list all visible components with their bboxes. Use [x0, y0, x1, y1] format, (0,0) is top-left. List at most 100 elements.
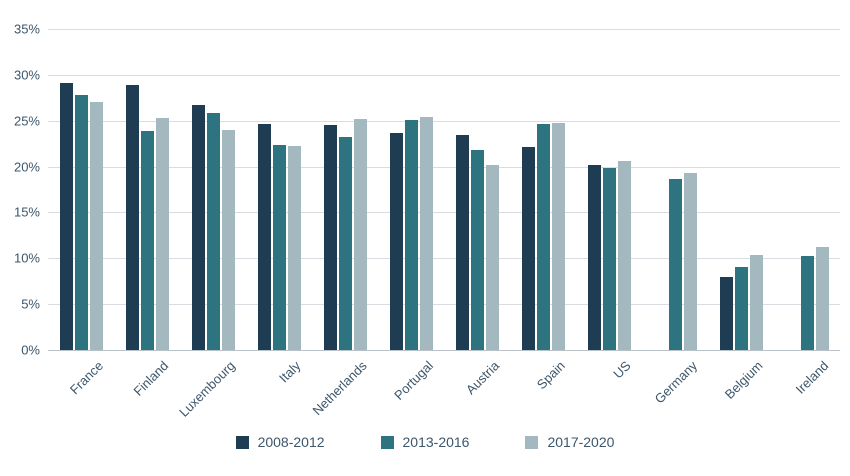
gridline [48, 212, 840, 214]
bar-slot [221, 29, 235, 350]
gridline [48, 74, 840, 76]
bar-slot [617, 29, 631, 350]
bar [338, 137, 352, 350]
bar [734, 267, 748, 350]
bar-slot [338, 29, 352, 350]
gridline [48, 29, 840, 30]
bar [287, 146, 301, 350]
bar-slot [668, 29, 682, 350]
bar [749, 254, 763, 350]
bar [89, 102, 103, 350]
gridline [48, 258, 840, 260]
x-axis-category-label: Netherlands [309, 358, 370, 419]
bar-groups-container: France Finland Luxembourg Italy Netherlands P… [48, 29, 840, 420]
bar-slot [353, 29, 367, 350]
bar-group: Austria [444, 29, 510, 397]
legend-label: 2017-2020 [547, 434, 615, 450]
bar-slot [815, 29, 829, 350]
bar-slot [485, 29, 499, 350]
legend-swatch [235, 435, 249, 449]
bar-slot [323, 29, 337, 350]
bar-slot [719, 29, 733, 350]
bar [683, 173, 697, 350]
bar [125, 84, 139, 350]
bar-slot [389, 29, 403, 350]
y-axis-tick-label: 5% [21, 296, 40, 312]
x-axis-category-label: Luxembourg [175, 358, 238, 420]
legend-label: 2008-2012 [257, 434, 325, 450]
bar-slot [59, 29, 73, 350]
bar-slot [654, 29, 667, 350]
legend-item: 2013-2016 [380, 434, 470, 450]
y-axis-tick-label: 0% [21, 342, 40, 358]
bar-group: Italy [246, 29, 312, 385]
bar [668, 178, 682, 350]
bar-group: Finland [114, 29, 180, 399]
bar-slot [602, 29, 616, 350]
bar [617, 161, 631, 350]
bar [551, 123, 565, 350]
legend-item: 2008-2012 [235, 434, 325, 450]
bar [389, 132, 403, 350]
bar [59, 83, 73, 350]
x-axis-category-label: US [610, 358, 634, 382]
x-axis-category-label: Spain [533, 358, 568, 393]
bar-group: US [576, 29, 642, 381]
x-axis-category-label: Austria [462, 358, 502, 398]
bar [272, 145, 286, 350]
x-axis-category-label: Belgium [721, 358, 766, 402]
bar-slot [786, 29, 799, 350]
bar-slot [125, 29, 139, 350]
bar-slot [206, 29, 220, 350]
bar [602, 168, 616, 350]
x-axis-category-label: Portugal [390, 358, 436, 403]
gridline [48, 166, 840, 168]
y-axis-tick-label: 10% [13, 250, 40, 266]
bar [206, 113, 220, 350]
bar-slot [89, 29, 103, 350]
bar [455, 135, 469, 350]
gridline [48, 120, 840, 122]
legend-label: 2013-2016 [402, 434, 470, 450]
bar-group: Luxembourg [176, 29, 246, 420]
bar-slot [521, 29, 535, 350]
bar-group: Belgium [708, 29, 774, 402]
bar [191, 105, 205, 350]
y-axis-tick-label: 20% [13, 159, 40, 175]
bar-group: France [48, 29, 114, 397]
bar-slot [470, 29, 484, 350]
legend-item: 2017-2020 [525, 434, 614, 450]
bar-slot [272, 29, 286, 350]
bar-slot [74, 29, 88, 350]
bar [485, 164, 499, 350]
x-axis-category-label: Germany [651, 358, 700, 407]
y-axis-tick-label: 15% [13, 204, 40, 220]
bar [353, 118, 367, 350]
bar [719, 276, 733, 350]
bar-slot [257, 29, 271, 350]
bar [323, 125, 337, 350]
bar [587, 164, 601, 350]
bar-slot [587, 29, 601, 350]
bar [419, 117, 433, 350]
x-axis-category-label: Ireland [792, 358, 832, 397]
bar-slot [191, 29, 205, 350]
bar-slot [800, 29, 814, 350]
y-axis-tick-label: 25% [13, 113, 40, 129]
bar-slot [140, 29, 154, 350]
bar-slot [455, 29, 469, 350]
bar [140, 130, 154, 350]
bar-slot [749, 29, 763, 350]
y-axis-tick-label: 35% [13, 21, 40, 37]
bar-slot [683, 29, 697, 350]
x-axis-category-label: Finland [130, 358, 172, 399]
bar-slot [551, 29, 565, 350]
y-axis-tick-label: 30% [13, 67, 40, 83]
bar-group: Ireland [774, 29, 840, 397]
bar-slot [536, 29, 550, 350]
bar-group: Portugal [378, 29, 444, 403]
bar [815, 247, 829, 350]
bar [536, 124, 550, 350]
bar-group: Spain [510, 29, 576, 392]
